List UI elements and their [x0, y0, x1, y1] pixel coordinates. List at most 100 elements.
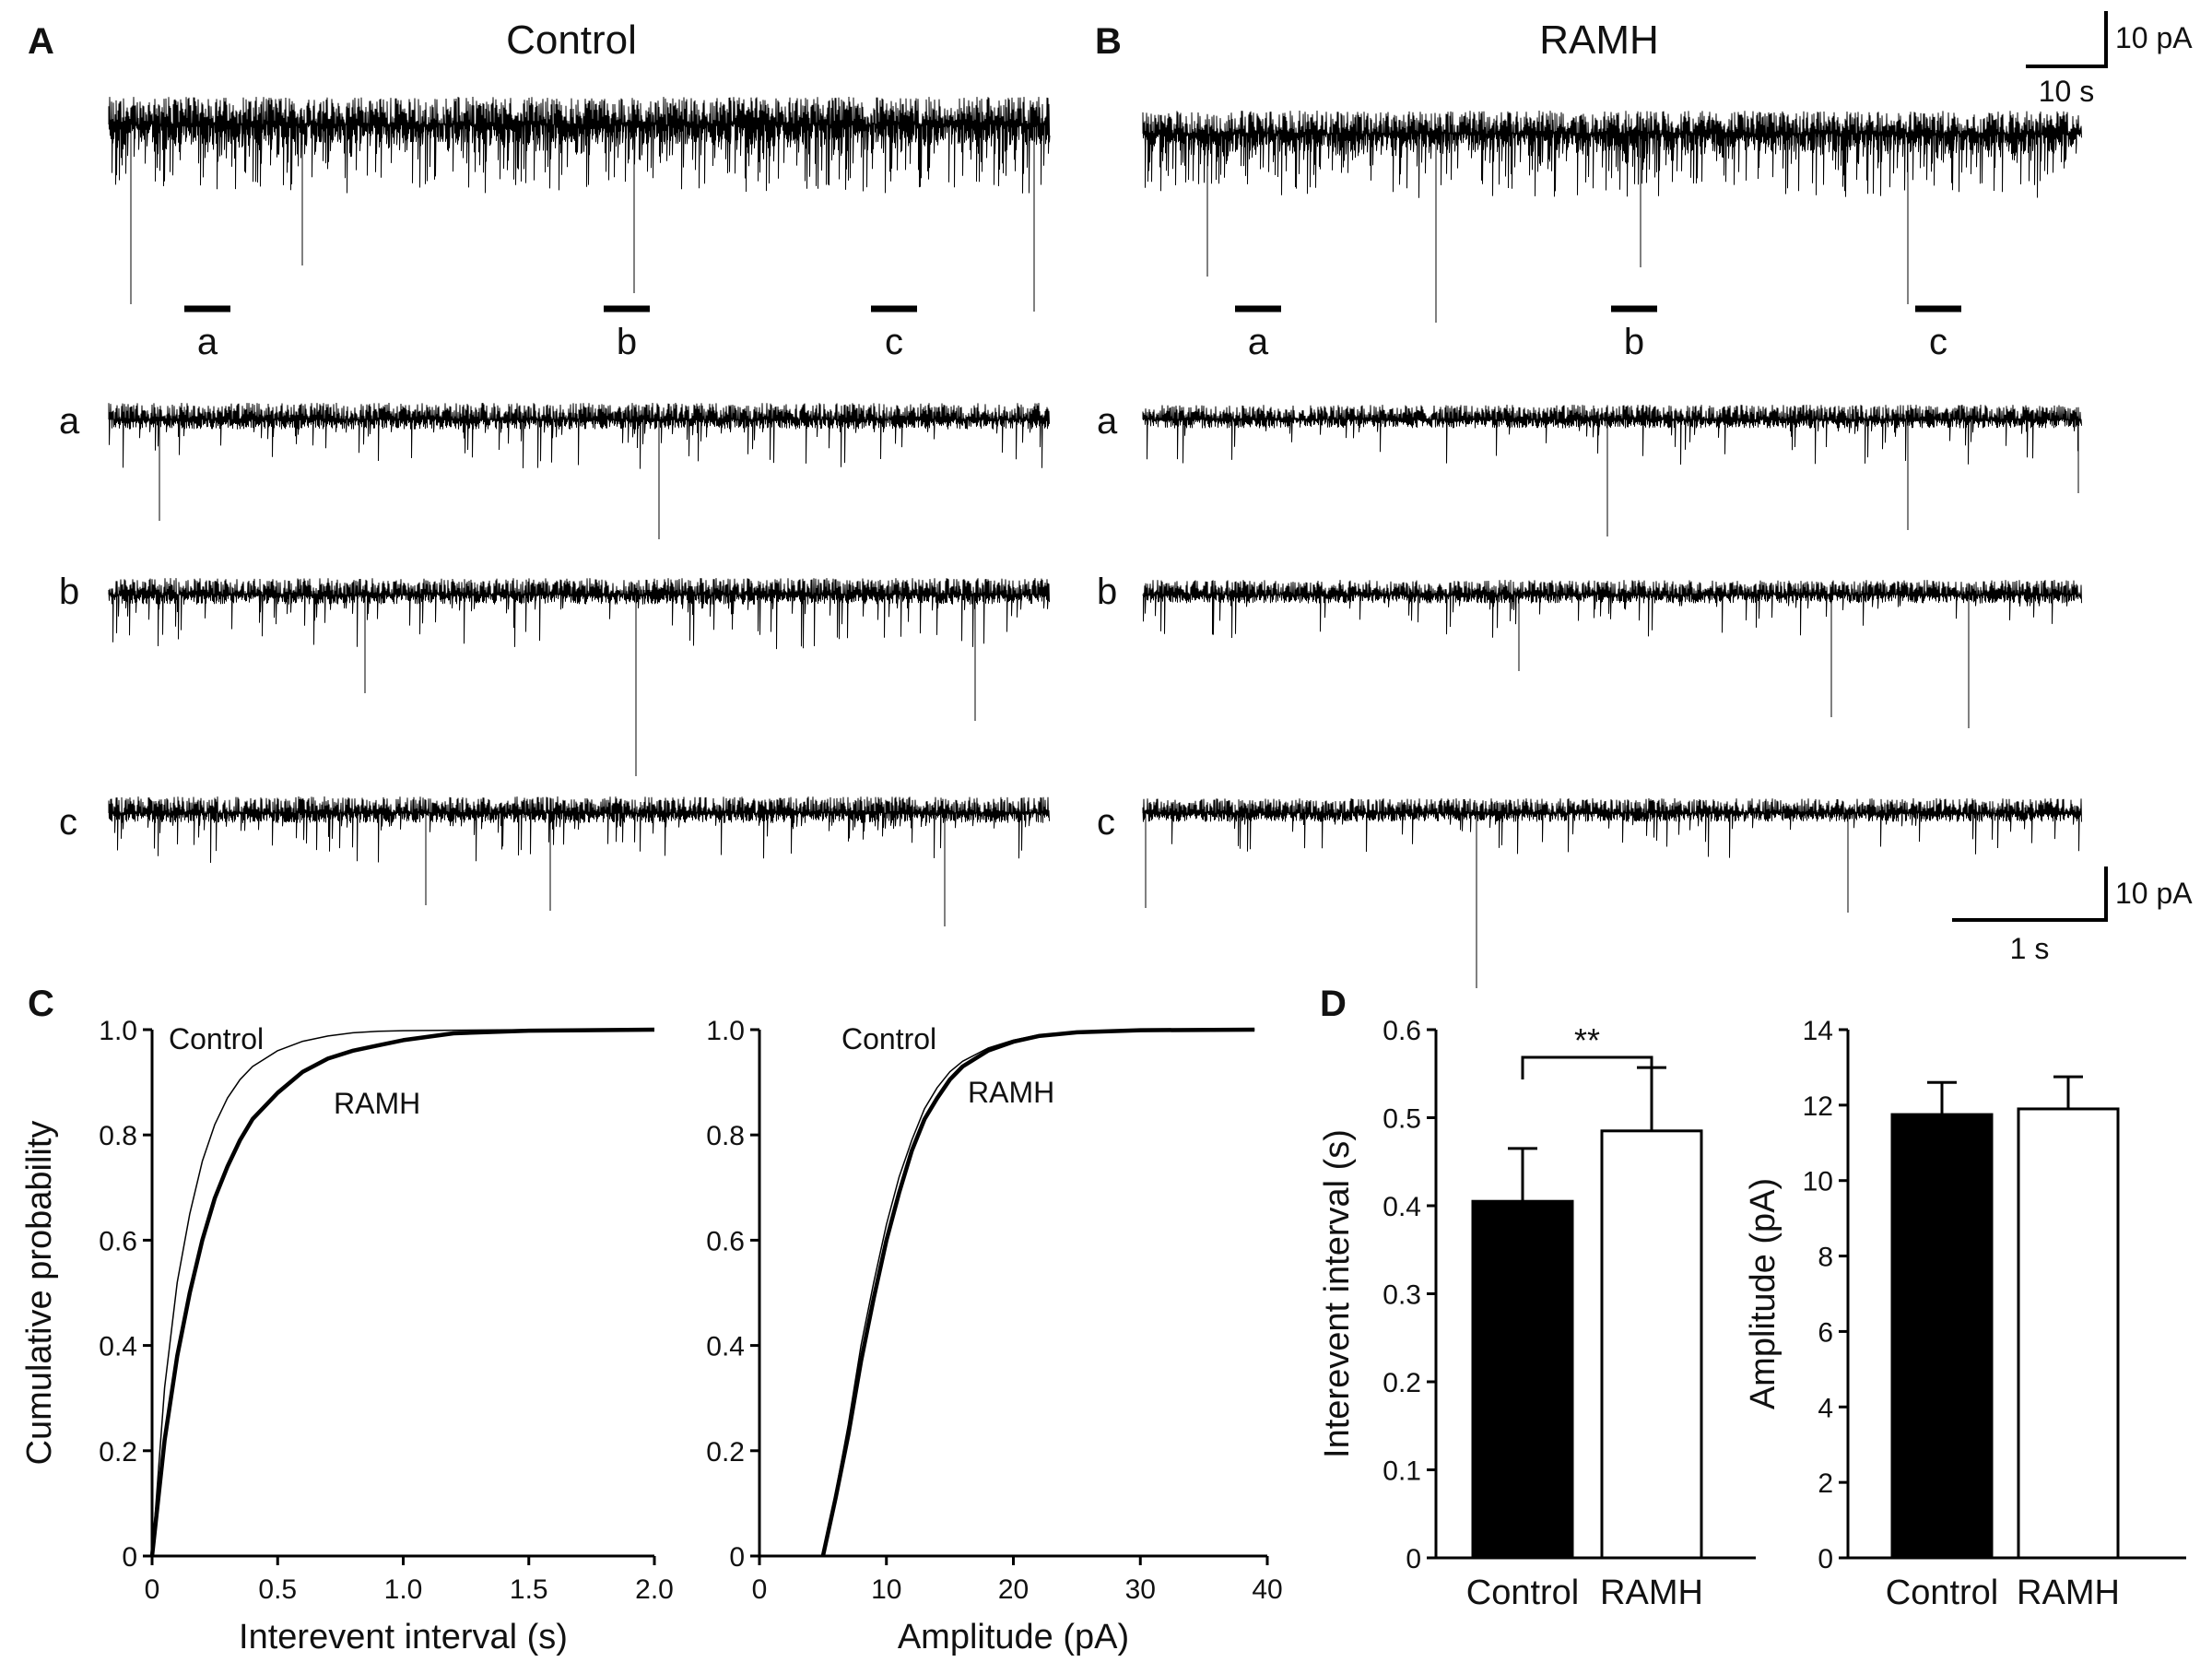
y-tick-label: 12	[1803, 1091, 1833, 1122]
y-tick-label: 0	[1406, 1544, 1421, 1574]
y-tick-label: 0.2	[706, 1437, 745, 1468]
x-axis-title: Amplitude (pA)	[898, 1618, 1129, 1656]
y-tick-label: 0.6	[706, 1226, 745, 1256]
trace-control-overview	[108, 96, 1051, 312]
y-tick-label: 0.4	[99, 1332, 137, 1362]
segment-label-b-control: b	[617, 322, 637, 362]
scalebar-bottom: 10 pA 1 s	[1952, 866, 2193, 965]
bar-chart-3: 0 2 4 6 8 10 12 14 Amplitude (pA) Control RAMH	[1744, 1016, 2186, 1612]
scalebar-top-x-label: 10 s	[2039, 75, 2094, 108]
curve-label-0: Control	[169, 1022, 264, 1055]
y-tick-label: 0	[122, 1542, 137, 1573]
y-tick-label: 0.5	[1382, 1104, 1421, 1135]
y-tick-label: 0.4	[1382, 1192, 1421, 1222]
category-label-ramh: RAMH	[1600, 1574, 1703, 1612]
bar-ramh	[2017, 1107, 2120, 1560]
y-tick-label: 14	[1803, 1016, 1833, 1046]
panel-b-title: RAMH	[1539, 18, 1659, 63]
y-tick-label: 1.0	[99, 1016, 137, 1046]
scalebar-bottom-x-label: 1 s	[2010, 932, 2050, 965]
y-tick-label: 0.6	[1382, 1016, 1421, 1046]
category-label-control: Control	[1886, 1574, 1999, 1612]
y-axis-title: Interevent interval (s)	[1318, 1129, 1357, 1458]
x-tick-label: 10	[871, 1574, 901, 1605]
x-axis-title: Interevent interval (s)	[239, 1618, 568, 1656]
segment-label-c-ramh: c	[1929, 322, 1947, 362]
y-axis-title: Amplitude (pA)	[1744, 1178, 1783, 1409]
cdf-line-ramh	[820, 1027, 1255, 1557]
trace-ramh-c	[1142, 797, 2082, 988]
x-tick-label: 0	[145, 1574, 160, 1605]
x-tick-label: 40	[1252, 1574, 1282, 1605]
charts: 0 0.5 1.0 1.5 2.0 0 0.2 0.4 0.6 0.8 1.0 Interevent …	[20, 1016, 2186, 1656]
segment-label-a-ramh: a	[1248, 322, 1269, 362]
row-label-c-control: c	[59, 802, 77, 843]
panel-letter-d: D	[1320, 984, 1347, 1024]
y-tick-label: 0	[729, 1542, 745, 1573]
curve-label-0: Control	[841, 1022, 936, 1055]
x-tick-label: 30	[1125, 1574, 1156, 1605]
x-tick-label: 1.0	[384, 1574, 423, 1605]
x-tick-label: 2.0	[635, 1574, 674, 1605]
bar-control	[1890, 1113, 1994, 1560]
scalebar-top-y-label: 10 pA	[2115, 21, 2193, 54]
category-label-control: Control	[1466, 1574, 1580, 1612]
x-tick-label: 20	[998, 1574, 1029, 1605]
y-tick-label: 10	[1803, 1167, 1833, 1197]
y-tick-label: 1.0	[706, 1016, 745, 1046]
bar-control	[1471, 1199, 1574, 1560]
y-tick-label: 0.2	[99, 1437, 137, 1468]
current-traces	[108, 96, 2082, 988]
curve-label-1: RAMH	[968, 1076, 1054, 1109]
cdf-line-ramh	[149, 1027, 655, 1557]
row-label-c-ramh: c	[1097, 802, 1115, 843]
scalebar-top: 10 pA 10 s	[2026, 11, 2193, 108]
trace-ramh-a	[1142, 404, 2082, 536]
scalebar-bottom-y-label: 10 pA	[2115, 877, 2193, 910]
row-label-b-ramh: b	[1097, 572, 1117, 612]
x-tick-label: 1.5	[510, 1574, 548, 1605]
scalebar-bottom-lines	[1952, 866, 2108, 922]
trace-control-c	[108, 796, 1050, 926]
trace-control-b	[108, 578, 1050, 776]
y-tick-label: 8	[1818, 1243, 1833, 1273]
category-label-ramh: RAMH	[2017, 1574, 2120, 1612]
trace-ramh-overview	[1142, 110, 2082, 323]
trace-ramh-b	[1142, 580, 2082, 728]
y-tick-label: 0.8	[706, 1121, 745, 1151]
row-label-a-control: a	[59, 401, 80, 442]
segment-label-a-control: a	[197, 322, 218, 362]
significance-marker: **	[1574, 1021, 1600, 1059]
significance-bracket	[1521, 1055, 1653, 1079]
panel-letter-c: C	[28, 984, 54, 1024]
x-tick-label: 0	[752, 1574, 768, 1605]
segment-label-c-control: c	[885, 322, 903, 362]
curve-label-1: RAMH	[334, 1087, 420, 1120]
y-tick-label: 6	[1818, 1317, 1833, 1348]
panel-a-title: Control	[506, 18, 637, 63]
row-label-a-ramh: a	[1097, 401, 1118, 442]
y-tick-label: 4	[1818, 1393, 1833, 1423]
y-tick-label: 0.3	[1382, 1280, 1421, 1311]
cdf-line-control	[151, 1029, 654, 1557]
y-tick-label: 0	[1818, 1544, 1833, 1574]
panel-letter-a: A	[28, 21, 54, 62]
row-label-b-control: b	[59, 572, 79, 612]
x-tick-label: 0.5	[258, 1574, 297, 1605]
y-tick-label: 2	[1818, 1468, 1833, 1499]
y-axis-title: Cumulative probability	[20, 1121, 59, 1466]
y-tick-label: 0.1	[1382, 1456, 1421, 1487]
trace-control-a	[108, 402, 1050, 539]
y-tick-label: 0.8	[99, 1121, 137, 1151]
scalebar-top-lines	[2026, 11, 2108, 68]
y-tick-label: 0.4	[706, 1332, 745, 1362]
cdf-chart-0: 0 0.5 1.0 1.5 2.0 0 0.2 0.4 0.6 0.8 1.0 Interevent …	[20, 1016, 674, 1656]
bar-ramh	[1600, 1129, 1703, 1560]
bar-chart-2: 0 0.1 0.2 0.3 0.4 0.5 0.6 Interevent interval (…	[1318, 1016, 1756, 1612]
segment-label-b-ramh: b	[1624, 322, 1644, 362]
panel-letter-b: B	[1095, 21, 1122, 62]
y-tick-label: 0.2	[1382, 1368, 1421, 1398]
y-tick-label: 0.6	[99, 1226, 137, 1256]
cdf-chart-1: 0 10 20 30 40 0 0.2 0.4 0.6 0.8 1.0 Amplitude (pA) C…	[706, 1016, 1282, 1656]
